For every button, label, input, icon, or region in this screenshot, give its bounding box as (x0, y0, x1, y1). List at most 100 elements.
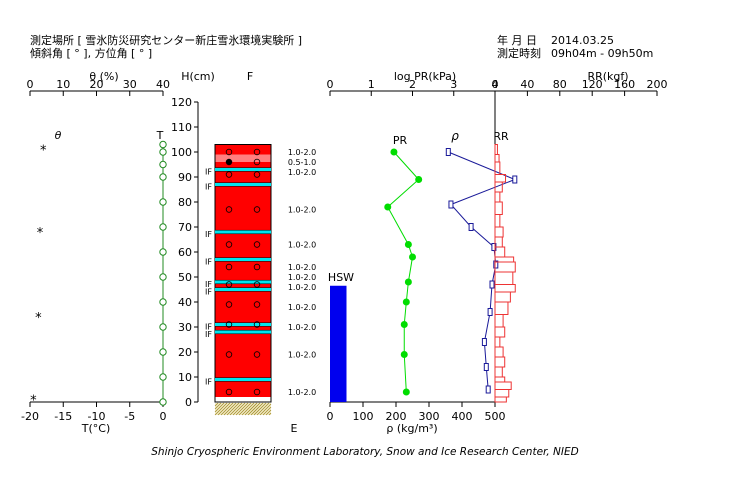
rr-bar (494, 326, 506, 338)
rr-bar (494, 284, 516, 293)
pr-axis-title: log PR(kPa) (394, 70, 456, 83)
grain-shape (253, 148, 261, 156)
rr-series-label: RR (493, 130, 509, 143)
theta-point: * (40, 144, 47, 159)
rr-bar (494, 336, 501, 348)
grain-shape (225, 158, 233, 166)
theta-point: * (30, 394, 37, 409)
pr-tick-label: 0 (327, 78, 334, 91)
ice-layer (215, 167, 271, 172)
grain-size-label: 1.0-2.0 (288, 283, 316, 292)
density-point (512, 175, 518, 184)
pr-tick-label: 3 (450, 78, 457, 91)
ice-layer-label: IF (205, 330, 212, 339)
density-axis-title: ρ (kg/m³) (386, 422, 437, 435)
temp-axis-title: T(°C) (81, 422, 110, 435)
temp-point (159, 348, 167, 356)
ice-layer-label: IF (205, 378, 212, 387)
rr-bar (494, 376, 506, 383)
ice-layer (215, 257, 271, 262)
ground-hatch (232, 402, 246, 416)
grain-shape (225, 321, 233, 328)
grain-size-label: 1.0-2.0 (288, 206, 316, 215)
ground-hatch (244, 402, 258, 416)
ground-hatch (259, 403, 272, 416)
density-tick-label: 500 (485, 410, 506, 423)
rr-bar (494, 226, 504, 238)
rr-tick-label: 120 (582, 78, 603, 91)
grain-shape (225, 351, 233, 358)
theta-tick-label: 0 (27, 78, 34, 91)
ground-hatch (238, 402, 252, 416)
ground-hatch (220, 402, 234, 416)
density-point (481, 338, 487, 346)
rr-bar (494, 154, 500, 163)
strat-layer (215, 154, 271, 162)
temp-point (159, 223, 167, 231)
ground-hatch (256, 402, 270, 416)
ground-hatch (214, 402, 222, 410)
ground-hatch (217, 402, 231, 416)
grain-shape (253, 281, 261, 288)
rr-tick-label: 160 (614, 78, 635, 91)
ice-layer (215, 377, 271, 382)
density-tick-label: 300 (419, 410, 440, 423)
density-point (489, 280, 495, 289)
density-line (448, 151, 517, 390)
height-tick-label: 60 (178, 246, 192, 259)
date-label: 年 月 日 (497, 34, 537, 47)
ground-hatch (262, 406, 272, 416)
strat-top-label: F (247, 70, 253, 83)
grain-shape (253, 263, 261, 271)
rr-bar (494, 389, 510, 398)
rr-bar (494, 246, 506, 258)
grain-shape (225, 206, 233, 213)
grain-shape (225, 281, 233, 288)
temp-point (159, 248, 167, 256)
theta-tick-label: 40 (156, 78, 170, 91)
ice-layer-label: IF (205, 183, 212, 192)
ground-hatch (247, 402, 261, 416)
temp-point (159, 273, 167, 281)
grain-shape (253, 351, 261, 358)
temp-point (159, 398, 167, 406)
grain-size-label: 1.0-2.0 (288, 351, 316, 360)
temp-point (159, 373, 167, 381)
density-tick-label: 0 (327, 410, 334, 423)
density-tick-label: 200 (386, 410, 407, 423)
height-tick-label: 110 (171, 121, 192, 134)
rr-bar (494, 144, 498, 155)
theta-series-label: θ (55, 129, 62, 142)
height-tick-label: 100 (171, 146, 192, 159)
height-tick-label: 50 (178, 271, 192, 284)
temp-tick-label: -15 (54, 410, 72, 423)
temp-tick-label: -10 (88, 410, 106, 423)
density-point (487, 308, 493, 316)
height-tick-label: 120 (171, 96, 192, 109)
grain-size-label: 1.0-2.0 (288, 323, 316, 332)
rr-bar (494, 366, 503, 378)
temp-point (159, 298, 167, 306)
pr-tick-label: 1 (368, 78, 375, 91)
ice-layer-label: IF (205, 288, 212, 297)
ground-hatch (214, 402, 225, 413)
height-tick-label: 30 (178, 321, 192, 334)
ice-layer (215, 287, 271, 292)
pr-point (384, 203, 392, 211)
rr-tick-label: 200 (647, 78, 668, 91)
ice-layer-label: IF (205, 280, 212, 289)
height-tick-label: 10 (178, 371, 192, 384)
grain-shape (253, 206, 261, 213)
pr-line (387, 151, 420, 393)
grain-size-label: 1.0-2.0 (288, 303, 316, 312)
ground-hatch (229, 402, 243, 416)
pr-point (409, 253, 416, 261)
temp-point (159, 323, 167, 331)
grain-shape (225, 301, 233, 308)
pr-point (402, 388, 410, 396)
pr-point (415, 176, 423, 183)
pr-point (390, 148, 398, 156)
ground-hatch (226, 402, 240, 416)
density-point (445, 148, 451, 156)
grain-shape (253, 321, 261, 328)
